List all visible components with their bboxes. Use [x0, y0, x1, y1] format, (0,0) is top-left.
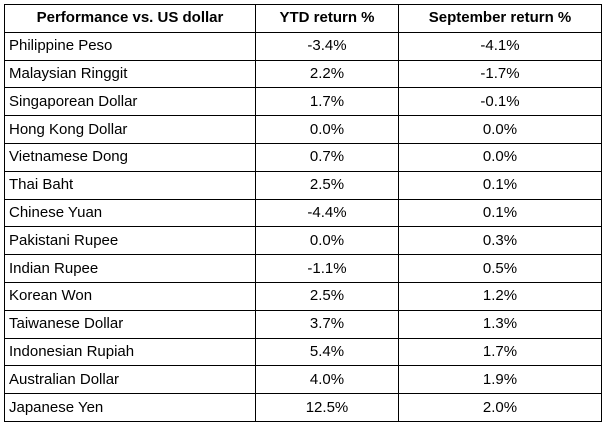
- ytd-return-cell: 0.7%: [255, 142, 399, 172]
- table-row: Taiwanese Dollar 3.7% 1.3%: [4, 309, 602, 339]
- september-return-cell: -1.7%: [398, 59, 602, 89]
- currency-name-cell: Indonesian Rupiah: [4, 337, 256, 367]
- september-return-cell: 2.0%: [398, 393, 602, 422]
- september-return-cell: 1.3%: [398, 309, 602, 339]
- currency-name-cell: Vietnamese Dong: [4, 142, 256, 172]
- table-row: Indonesian Rupiah 5.4% 1.7%: [4, 337, 602, 367]
- september-return-cell: 1.9%: [398, 365, 602, 395]
- table-row: Thai Baht 2.5% 0.1%: [4, 170, 602, 200]
- september-return-cell: 1.7%: [398, 337, 602, 367]
- currency-name-cell: Korean Won: [4, 281, 256, 311]
- september-return-cell: 0.5%: [398, 254, 602, 283]
- ytd-return-cell: 12.5%: [255, 393, 399, 422]
- september-return-cell: 0.1%: [398, 198, 602, 228]
- currency-name-cell: Hong Kong Dollar: [4, 115, 256, 144]
- currency-name-cell: Philippine Peso: [4, 31, 256, 61]
- ytd-return-cell: -4.4%: [255, 198, 399, 228]
- currency-name-cell: Australian Dollar: [4, 365, 256, 395]
- currency-name-cell: Singaporean Dollar: [4, 87, 256, 117]
- september-return-cell: -4.1%: [398, 31, 602, 61]
- ytd-return-cell: 3.7%: [255, 309, 399, 339]
- ytd-return-cell: 5.4%: [255, 337, 399, 367]
- ytd-return-cell: -3.4%: [255, 31, 399, 61]
- table-row: Chinese Yuan -4.4% 0.1%: [4, 198, 602, 228]
- ytd-return-cell: 0.0%: [255, 226, 399, 256]
- ytd-return-cell: 4.0%: [255, 365, 399, 395]
- ytd-return-cell: 1.7%: [255, 87, 399, 117]
- table-row: Hong Kong Dollar 0.0% 0.0%: [4, 115, 602, 144]
- september-return-cell: 0.0%: [398, 115, 602, 144]
- currency-name-cell: Malaysian Ringgit: [4, 59, 256, 89]
- table-row: Philippine Peso -3.4% -4.1%: [4, 31, 602, 61]
- table-row: Malaysian Ringgit 2.2% -1.7%: [4, 59, 602, 89]
- currency-name-cell: Indian Rupee: [4, 254, 256, 283]
- header-september-return: September return %: [398, 4, 602, 33]
- september-return-cell: 0.1%: [398, 170, 602, 200]
- table-row: Vietnamese Dong 0.7% 0.0%: [4, 142, 602, 172]
- september-return-cell: -0.1%: [398, 87, 602, 117]
- table-row: Singaporean Dollar 1.7% -0.1%: [4, 87, 602, 117]
- table-row: Indian Rupee -1.1% 0.5%: [4, 254, 602, 283]
- september-return-cell: 0.3%: [398, 226, 602, 256]
- september-return-cell: 0.0%: [398, 142, 602, 172]
- table-row: Australian Dollar 4.0% 1.9%: [4, 365, 602, 395]
- table-row: Pakistani Rupee 0.0% 0.3%: [4, 226, 602, 256]
- currency-name-cell: Pakistani Rupee: [4, 226, 256, 256]
- ytd-return-cell: 2.2%: [255, 59, 399, 89]
- ytd-return-cell: 2.5%: [255, 170, 399, 200]
- header-row: Performance vs. US dollar YTD return % S…: [4, 4, 602, 33]
- ytd-return-cell: -1.1%: [255, 254, 399, 283]
- currency-name-cell: Taiwanese Dollar: [4, 309, 256, 339]
- table-row: Korean Won 2.5% 1.2%: [4, 281, 602, 311]
- september-return-cell: 1.2%: [398, 281, 602, 311]
- performance-table: Performance vs. US dollar YTD return % S…: [4, 4, 602, 422]
- currency-name-cell: Chinese Yuan: [4, 198, 256, 228]
- table-row: Japanese Yen 12.5% 2.0%: [4, 393, 602, 422]
- table-body: Philippine Peso -3.4% -4.1% Malaysian Ringg…: [4, 31, 602, 422]
- header-currency: Performance vs. US dollar: [4, 4, 256, 33]
- header-ytd-return: YTD return %: [255, 4, 399, 33]
- currency-name-cell: Thai Baht: [4, 170, 256, 200]
- currency-name-cell: Japanese Yen: [4, 393, 256, 422]
- ytd-return-cell: 0.0%: [255, 115, 399, 144]
- ytd-return-cell: 2.5%: [255, 281, 399, 311]
